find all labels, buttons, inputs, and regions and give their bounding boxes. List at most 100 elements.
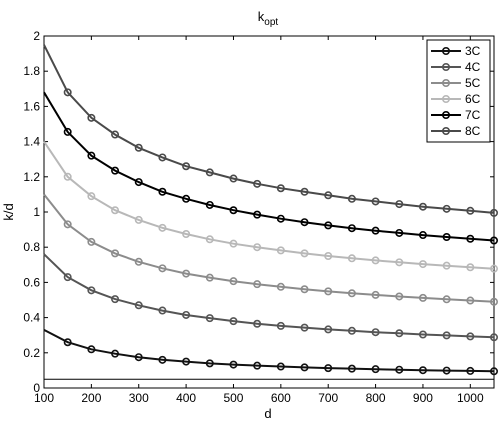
point-7C-14 <box>371 226 380 235</box>
y-tick-label-1: 0.2 <box>23 346 40 360</box>
point-5C-4 <box>134 257 143 266</box>
point-4C-6 <box>182 310 191 319</box>
point-6C-5 <box>158 223 167 232</box>
point-8C-18 <box>466 206 475 215</box>
point-8C-5 <box>158 153 167 162</box>
point-5C-1 <box>63 220 72 229</box>
legend-marker-3C <box>441 46 450 55</box>
x-tick-label-4: 500 <box>223 391 243 405</box>
legend-label-4C: 4C <box>465 60 481 74</box>
point-4C-19 <box>489 333 498 342</box>
point-4C-18 <box>466 332 475 341</box>
point-8C-11 <box>300 187 309 196</box>
point-3C-2 <box>87 345 96 354</box>
point-3C-1 <box>63 338 72 347</box>
point-5C-11 <box>300 285 309 294</box>
x-tick-label-3: 400 <box>176 391 196 405</box>
y-tick-label-3: 0.6 <box>23 275 40 289</box>
point-3C-6 <box>182 357 191 366</box>
point-4C-3 <box>111 295 120 304</box>
x-axis-label: d <box>264 406 271 421</box>
point-5C-2 <box>87 237 96 246</box>
point-6C-7 <box>205 235 214 244</box>
point-8C-4 <box>134 143 143 152</box>
point-6C-10 <box>276 246 285 255</box>
point-5C-13 <box>347 289 356 298</box>
point-5C-6 <box>182 269 191 278</box>
point-8C-10 <box>276 184 285 193</box>
point-8C-6 <box>182 162 191 171</box>
legend: 3C 4C 5C 6C 7C 8C <box>426 39 491 143</box>
point-8C-2 <box>87 113 96 122</box>
point-4C-10 <box>276 321 285 330</box>
x-tick-label-9: 1000 <box>457 391 484 405</box>
point-5C-18 <box>466 296 475 305</box>
x-tick-label-0: 100 <box>34 391 54 405</box>
y-tick-label-4: 0.8 <box>23 240 40 254</box>
point-3C-9 <box>253 361 262 370</box>
point-8C-13 <box>347 194 356 203</box>
point-8C-12 <box>324 191 333 200</box>
point-6C-18 <box>466 263 475 272</box>
point-3C-15 <box>395 365 404 374</box>
point-6C-8 <box>229 239 238 248</box>
point-4C-7 <box>205 314 214 323</box>
point-8C-15 <box>395 200 404 209</box>
point-8C-1 <box>63 88 72 97</box>
point-5C-17 <box>442 295 451 304</box>
point-4C-15 <box>395 329 404 338</box>
y-tick-label-8: 1.6 <box>23 99 40 113</box>
series-line-4C <box>43 253 495 339</box>
point-6C-15 <box>395 258 404 267</box>
point-6C-16 <box>418 260 427 269</box>
point-7C-16 <box>418 231 427 240</box>
legend-marker-8C <box>441 127 450 136</box>
chart-title-subscript: opt <box>264 17 278 28</box>
legend-box <box>426 39 491 143</box>
point-5C-10 <box>276 282 285 291</box>
legend-label-7C: 7C <box>465 108 481 122</box>
point-4C-12 <box>324 325 333 334</box>
point-4C-5 <box>158 306 167 315</box>
legend-marker-6C <box>441 95 450 104</box>
y-tick-label-6: 1.2 <box>23 170 40 184</box>
point-5C-16 <box>418 293 427 302</box>
point-3C-16 <box>418 366 427 375</box>
point-3C-17 <box>442 366 451 375</box>
legend-label-3C: 3C <box>465 44 481 58</box>
legend-marker-7C <box>441 111 450 120</box>
legend-label-5C: 5C <box>465 76 481 90</box>
point-8C-7 <box>205 168 214 177</box>
point-5C-15 <box>395 292 404 301</box>
y-tick-label-2: 0.4 <box>23 311 40 325</box>
point-3C-12 <box>324 364 333 373</box>
y-tick-label-7: 1.4 <box>23 135 40 149</box>
point-7C-1 <box>63 127 72 136</box>
series-line-8C <box>43 44 495 214</box>
legend-marker-4C <box>441 62 450 71</box>
point-8C-14 <box>371 197 380 206</box>
point-5C-9 <box>253 280 262 289</box>
point-8C-9 <box>253 179 262 188</box>
y-axis-label: k/d <box>1 203 16 220</box>
point-3C-19 <box>489 367 498 376</box>
x-tick-label-5: 600 <box>271 391 291 405</box>
legend-marker-5C <box>441 79 450 88</box>
x-tick-label-8: 900 <box>413 391 433 405</box>
y-tick-label-10: 2 <box>33 29 40 43</box>
point-6C-11 <box>300 249 309 258</box>
point-7C-10 <box>276 214 285 223</box>
point-3C-7 <box>205 359 214 368</box>
point-6C-13 <box>347 254 356 263</box>
point-3C-4 <box>134 353 143 362</box>
point-7C-19 <box>489 236 498 245</box>
y-tick-label-9: 1.8 <box>23 64 40 78</box>
point-4C-16 <box>418 330 427 339</box>
point-4C-4 <box>134 301 143 310</box>
point-6C-3 <box>111 206 120 215</box>
point-4C-2 <box>87 286 96 295</box>
point-7C-5 <box>158 187 167 196</box>
point-4C-17 <box>442 331 451 340</box>
plot-area: 0 0.2 0.4 0.6 0.8 1 1.2 1.4 1.6 1.8 2 100 200 300 400 5… <box>23 29 498 405</box>
